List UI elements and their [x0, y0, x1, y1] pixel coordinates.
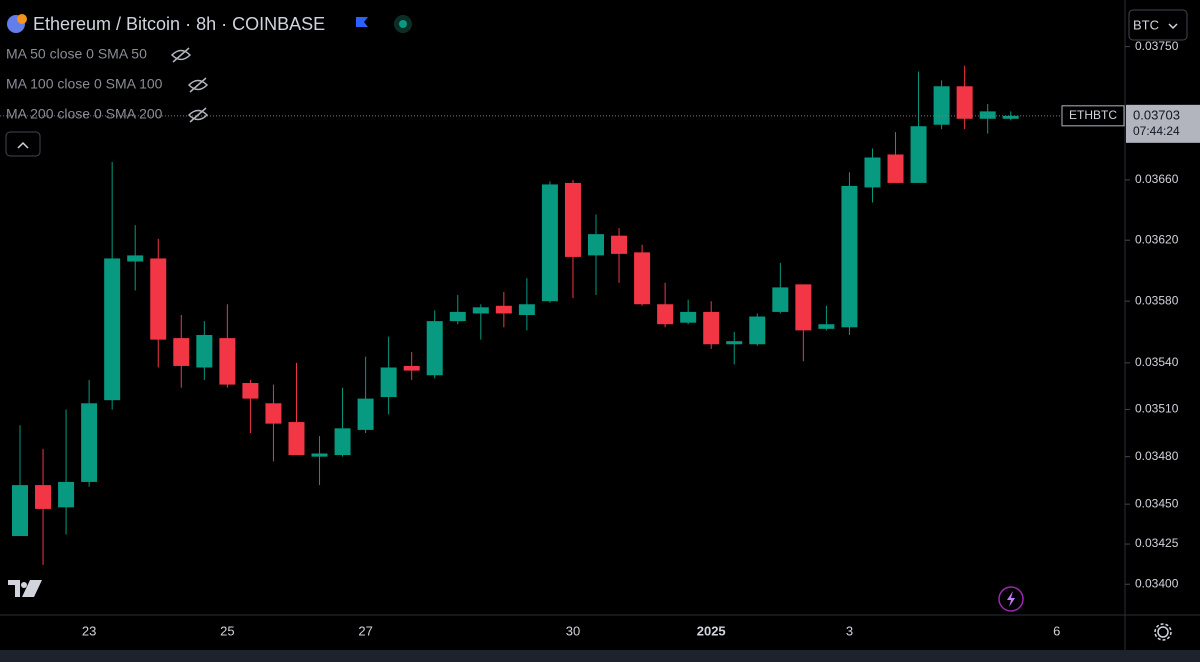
x-tick-label: 25 [220, 623, 234, 638]
y-tick-label: 0.03580 [1135, 293, 1179, 307]
candle-body [265, 403, 282, 424]
candle-body [495, 305, 512, 314]
x-tick-label: 3 [846, 623, 853, 638]
candle-body [795, 284, 812, 331]
candle-body [58, 481, 75, 508]
candle-body [887, 154, 904, 183]
y-tick-label: 0.03660 [1135, 172, 1179, 186]
candle-body [956, 86, 973, 119]
candle-body [818, 324, 835, 329]
candle-body [403, 365, 420, 371]
candle-body [242, 383, 259, 399]
tv-logo [21, 582, 27, 588]
candle-body [703, 311, 720, 345]
price-badge [1126, 104, 1200, 143]
currency-button[interactable] [1128, 9, 1188, 41]
candle-body [104, 258, 121, 401]
y-tick-label: 0.03510 [1135, 402, 1179, 416]
candle-body [81, 403, 98, 482]
candle-body [726, 341, 743, 345]
symbol-label: ETHBTC [1069, 108, 1117, 122]
alert-icon[interactable] [998, 586, 1024, 612]
candle-body [357, 398, 374, 430]
candle-body [772, 287, 789, 312]
candle-body [933, 86, 950, 125]
last-price-label: 0.03703 [1133, 107, 1180, 122]
plot: 0.03400 0.03425 0.03450 0.03480 0.03510 0.035… [0, 9, 1200, 638]
candle-body [657, 304, 674, 325]
candle-body [634, 252, 651, 305]
x-tick-label: 2025 [697, 623, 726, 638]
candle-body [841, 185, 858, 328]
candle-body [611, 235, 628, 254]
symbol-badge [1061, 105, 1125, 127]
candle-body [749, 316, 766, 345]
candle-body [219, 338, 236, 385]
y-tick-label: 0.03400 [1135, 576, 1179, 590]
candle-body [910, 126, 927, 183]
alert-icon [1007, 591, 1015, 607]
y-tick-label: 0.03450 [1135, 496, 1179, 510]
x-tick-label: 6 [1053, 623, 1060, 638]
indicator-label: MA 100 close 0 SMA 100 [6, 76, 163, 92]
candle-body [150, 258, 167, 340]
candle-body [173, 338, 190, 366]
candle-body [541, 184, 558, 302]
candle-body [564, 182, 581, 257]
bottom-bar [0, 650, 1200, 662]
countdown-label: 07:44:24 [1133, 124, 1180, 138]
chart-title: Ethereum / Bitcoin · 8h · COINBASE [33, 14, 325, 34]
status-dot [399, 20, 407, 28]
x-tick-label: 27 [358, 623, 372, 638]
candle-body [196, 335, 213, 368]
candle-body [288, 422, 305, 456]
collapse-icon [17, 141, 29, 149]
y-tick-label: 0.03620 [1135, 232, 1179, 246]
y-tick-label: 0.03540 [1135, 355, 1179, 369]
candle-body [1002, 115, 1019, 119]
candle-body [588, 234, 604, 256]
dropdown-icon [1168, 23, 1178, 30]
candle-body [426, 321, 443, 376]
candle-body [12, 485, 28, 537]
flag-icon[interactable] [356, 17, 368, 27]
currency-label: BTC [1133, 17, 1159, 32]
tv-logo [8, 580, 42, 597]
candle-body [864, 157, 881, 188]
indicator-label: MA 200 close 0 SMA 200 [6, 106, 163, 122]
y-tick-label: 0.03480 [1135, 449, 1179, 463]
candle-body [311, 453, 328, 457]
y-tick-label: 0.03750 [1135, 39, 1179, 53]
candle-body [35, 485, 52, 509]
candle-body [979, 111, 996, 119]
candle-body [334, 428, 351, 456]
candle-body [680, 311, 697, 323]
indicator-label: MA 50 close 0 SMA 50 [6, 46, 147, 62]
hidden-eye-icons[interactable] [170, 47, 209, 123]
x-tick-label: 23 [82, 623, 96, 638]
y-tick-label: 0.03425 [1135, 536, 1179, 550]
candle-body [449, 311, 466, 322]
symbol-icon [17, 14, 27, 24]
candle-body [380, 367, 397, 398]
candle-body [518, 304, 535, 315]
x-tick-label: 30 [566, 623, 580, 638]
settings-icon [1154, 623, 1172, 641]
settings-icon[interactable] [1157, 626, 1169, 638]
candle-body [472, 307, 489, 314]
candle-body [127, 255, 144, 262]
